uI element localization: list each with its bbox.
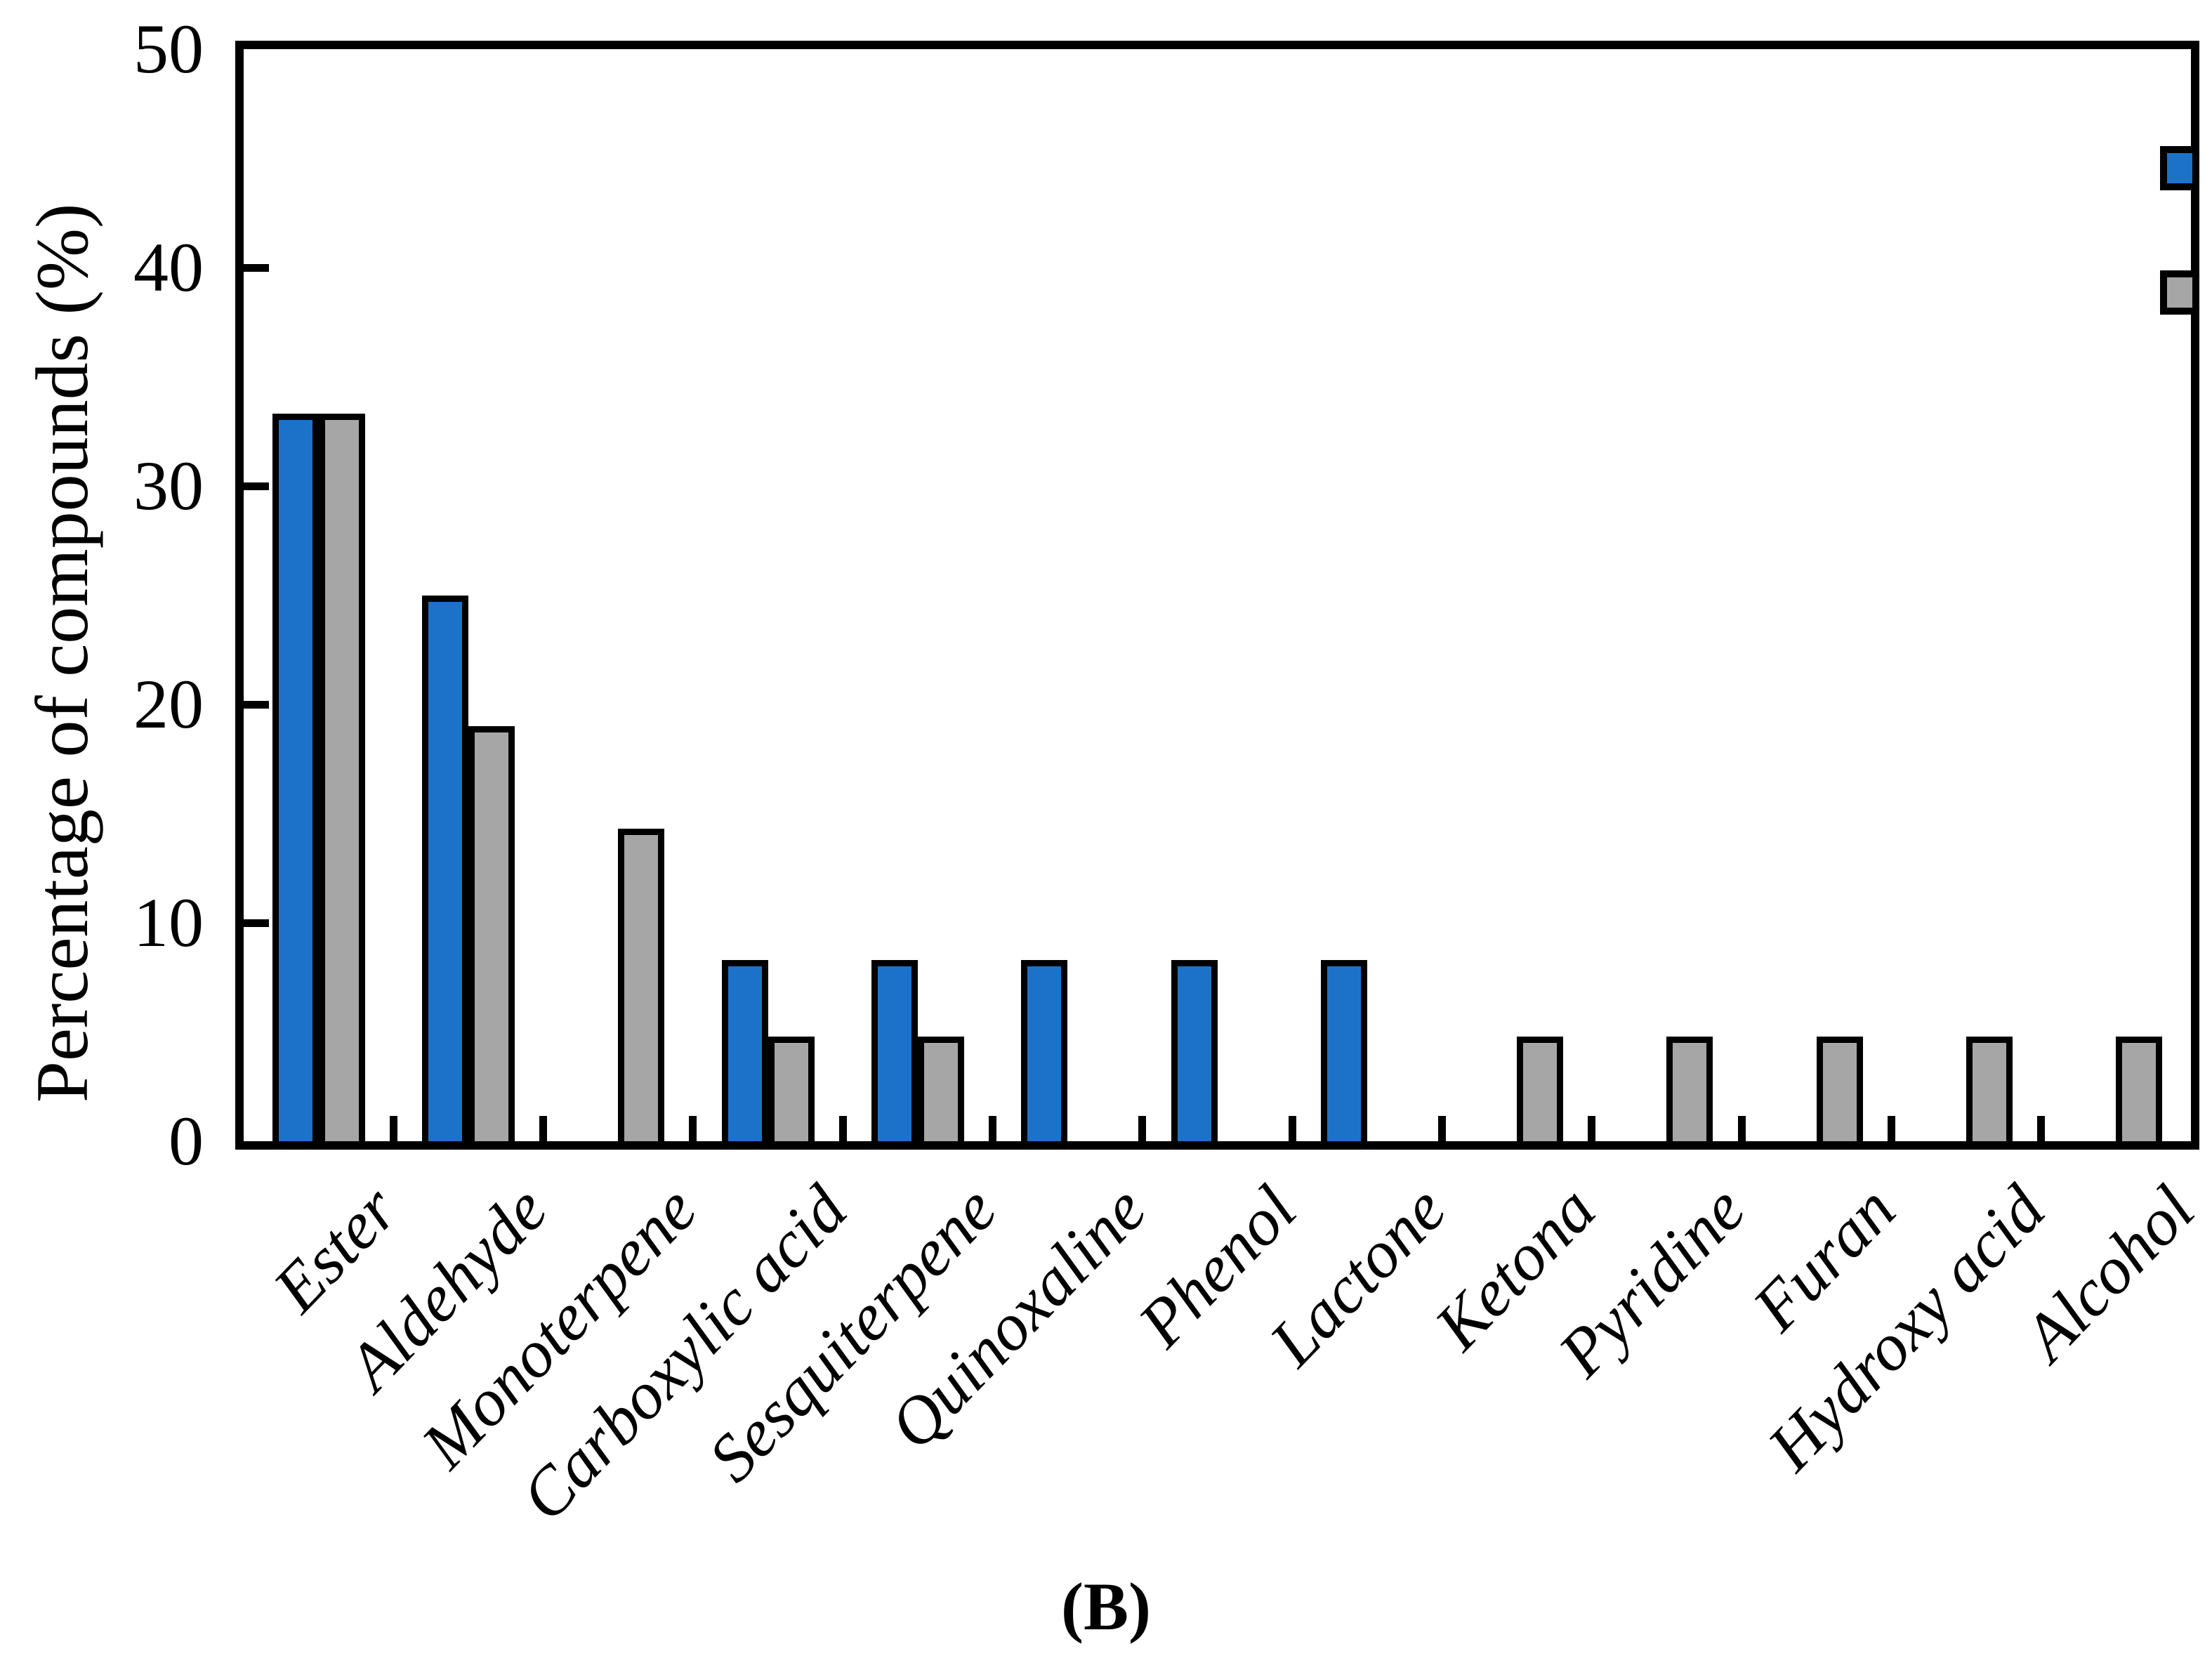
- bar-spme-sesquiterpene: [917, 1036, 964, 1141]
- bar-spme-hydroxy-acid: [1966, 1036, 2013, 1141]
- y-axis-tick-30: [244, 482, 269, 490]
- y-tick-label-50: 50: [133, 10, 204, 88]
- legend: SPE SPME: [2160, 128, 2212, 376]
- category-group-alcohol: [2041, 49, 2191, 1141]
- x-axis-tick-5: [989, 1116, 997, 1141]
- y-axis-tick-10: [244, 919, 269, 927]
- category-group-pyridine: [1592, 49, 1742, 1141]
- y-tick-label-30: 30: [133, 447, 204, 525]
- x-axis-tick-7: [1288, 1116, 1296, 1141]
- bar-spe-quinoxaline: [1021, 959, 1068, 1141]
- category-group-monoterpene: [544, 49, 693, 1141]
- x-axis-tick-4: [838, 1116, 847, 1141]
- x-axis-tick-10: [1737, 1116, 1746, 1141]
- x-axis-tick-12: [2037, 1116, 2046, 1141]
- bar-spme-aldehyde: [468, 726, 515, 1141]
- x-axis-tick-6: [1138, 1116, 1147, 1141]
- y-axis-tick-20: [244, 700, 269, 709]
- category-group-quinoxaline: [993, 49, 1143, 1141]
- bar-spe-phenol: [1171, 959, 1218, 1141]
- x-axis-tick-9: [1588, 1116, 1596, 1141]
- bar-spme-carboxylic-acid: [768, 1036, 815, 1141]
- bar-spme-monoterpene: [618, 829, 665, 1141]
- category-group-hydroxy-acid: [1891, 49, 2041, 1141]
- legend-swatch-spe: [2160, 146, 2199, 190]
- category-group-sesquiterpene: [843, 49, 992, 1141]
- bar-spme-pyridine: [1666, 1036, 1713, 1141]
- legend-swatch-spme: [2160, 270, 2199, 315]
- x-axis-tick-2: [539, 1116, 548, 1141]
- bar-spe-aldehyde: [421, 595, 468, 1141]
- category-group-lactone: [1292, 49, 1442, 1141]
- legend-item-spe: SPE: [2160, 128, 2212, 209]
- bar-spme-alcohol: [2116, 1036, 2163, 1141]
- x-axis-tick-11: [1887, 1116, 1895, 1141]
- y-tick-label-10: 10: [133, 883, 204, 961]
- panel-label: (B): [1061, 1569, 1151, 1644]
- y-tick-label-20: 20: [133, 665, 204, 743]
- plot-area: SPE SPME: [235, 41, 2199, 1150]
- bar-spme-ester: [318, 414, 365, 1141]
- x-axis-tick-8: [1437, 1116, 1446, 1141]
- x-axis-tick-1: [389, 1116, 397, 1141]
- y-tick-label-0: 0: [169, 1102, 204, 1180]
- category-group-aldehyde: [393, 49, 543, 1141]
- category-group-furan: [1742, 49, 1891, 1141]
- bar-spme-furan: [1816, 1036, 1863, 1141]
- bar-spme-ketona: [1517, 1036, 1564, 1141]
- legend-item-spme: SPME: [2160, 252, 2212, 333]
- bar-spe-lactone: [1320, 959, 1367, 1141]
- bar-spe-ester: [272, 414, 319, 1141]
- x-axis-tick-3: [689, 1116, 697, 1141]
- category-group-ester: [244, 49, 393, 1141]
- y-tick-label-40: 40: [133, 228, 204, 306]
- category-group-ketona: [1442, 49, 1592, 1141]
- y-axis-title: Percentage of compounds (%): [21, 203, 103, 1103]
- bar-spe-carboxylic-acid: [721, 959, 768, 1141]
- y-axis-tick-40: [244, 263, 269, 272]
- category-group-phenol: [1143, 49, 1292, 1141]
- bars-container: [244, 49, 2191, 1141]
- category-group-carboxylic-acid: [693, 49, 843, 1141]
- bar-spe-sesquiterpene: [871, 959, 918, 1141]
